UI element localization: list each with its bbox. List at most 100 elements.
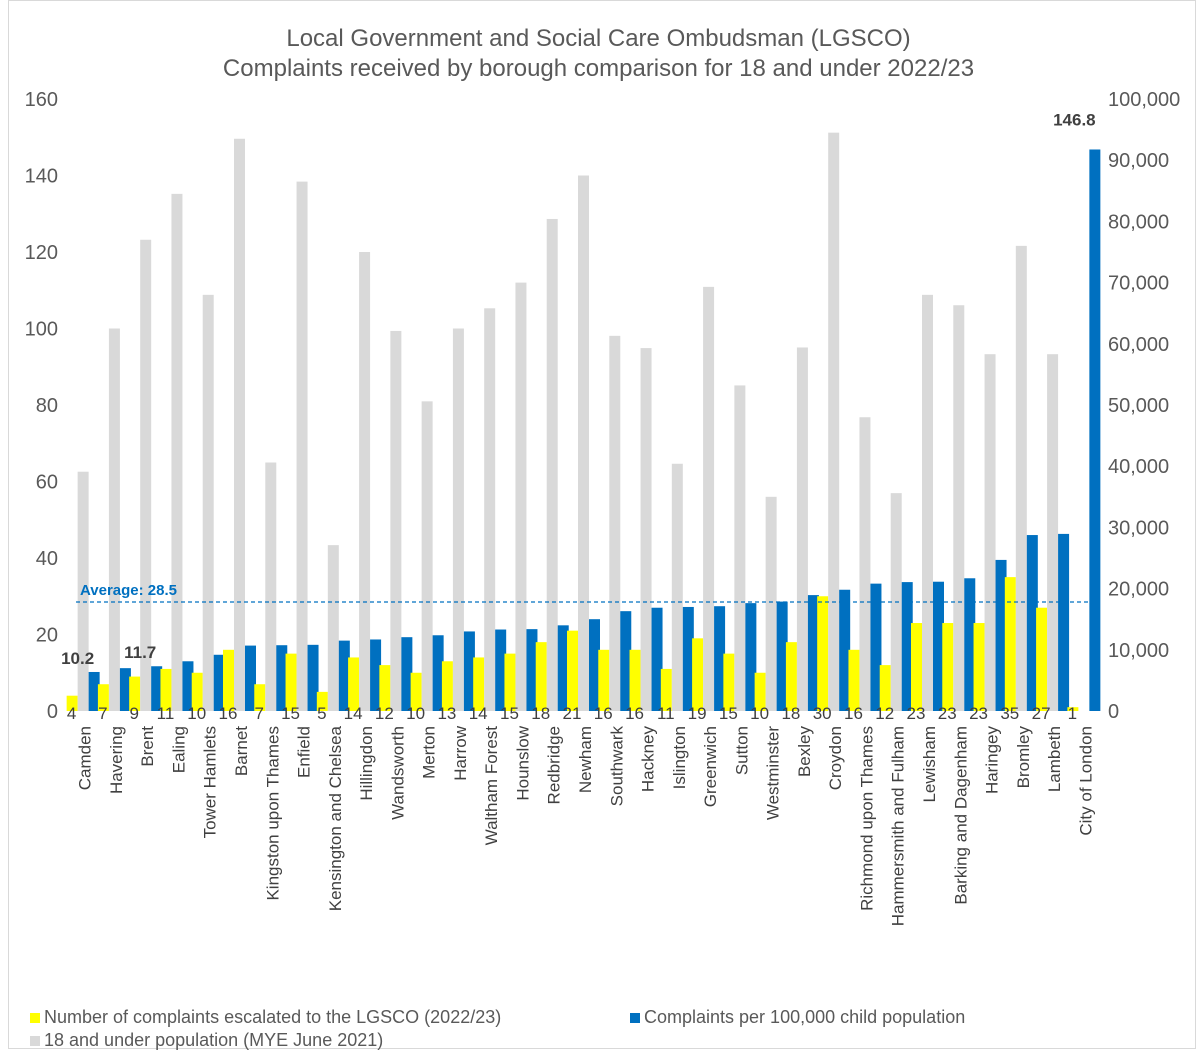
legend-label-complaints: Number of complaints escalated to the LG… xyxy=(44,1007,502,1027)
data-label-complaints-sutton: 15 xyxy=(719,704,738,723)
data-label-complaints-kensington-and-chelsea: 5 xyxy=(317,704,326,723)
bar-population-enfield xyxy=(296,181,308,711)
category-label-kensington-and-chelsea: Kensington and Chelsea xyxy=(326,725,345,911)
bar-rate-ealing xyxy=(182,661,194,711)
bar-population-hackney xyxy=(640,348,652,711)
bar-rate-merton xyxy=(432,635,444,711)
data-label-complaints-enfield: 15 xyxy=(281,704,300,723)
left-axis-tick-label: 80 xyxy=(36,395,58,417)
bar-rate-brent xyxy=(151,666,163,711)
right-axis-tick-label: 50,000 xyxy=(1108,395,1169,417)
category-label-bromley: Bromley xyxy=(1014,726,1033,789)
data-label-complaints-harrow: 13 xyxy=(437,704,456,723)
category-label-barking-and-dagenham: Barking and Dagenham xyxy=(951,726,970,905)
bar-population-kensington-and-chelsea xyxy=(327,545,339,711)
bar-population-newham xyxy=(578,175,589,711)
data-label-complaints-tower-hamlets: 10 xyxy=(187,704,206,723)
data-label-complaints-merton: 10 xyxy=(406,704,425,723)
bar-complaints-hackney xyxy=(629,649,641,711)
data-label-complaints-city-of-london: 1 xyxy=(1068,704,1077,723)
category-label-islington: Islington xyxy=(670,726,689,789)
bar-complaints-enfield xyxy=(285,653,297,711)
right-axis-tick-label: 10,000 xyxy=(1108,640,1169,662)
category-label-camden: Camden xyxy=(76,726,95,790)
bar-population-bromley xyxy=(1015,245,1027,711)
category-label-wandsworth: Wandsworth xyxy=(388,726,407,820)
bar-population-haringey xyxy=(984,354,996,711)
category-label-havering: Havering xyxy=(107,726,126,794)
left-axis-tick-label: 100 xyxy=(25,319,58,341)
bar-complaints-brent xyxy=(129,676,141,711)
bar-rate-hackney xyxy=(651,607,663,711)
bar-rate-croydon xyxy=(839,589,851,711)
data-label-complaints-richmond-upon-thames: 16 xyxy=(844,704,863,723)
bar-complaints-islington xyxy=(660,668,672,711)
bar-population-barking-and-dagenham xyxy=(953,305,965,711)
bar-complaints-southwark xyxy=(598,649,610,711)
bar-rate-southwark xyxy=(620,611,632,711)
bar-rate-hounslow xyxy=(526,629,538,711)
bar-rate-barnet xyxy=(245,645,256,711)
data-label-complaints-islington: 11 xyxy=(657,704,675,723)
bar-complaints-westminster xyxy=(754,672,766,711)
bar-population-brent xyxy=(140,239,152,711)
category-label-redbridge: Redbridge xyxy=(545,726,564,804)
data-label-complaints-bromley: 35 xyxy=(1000,704,1019,723)
data-label-complaints-camden: 4 xyxy=(67,704,76,723)
category-label-enfield: Enfield xyxy=(295,726,314,778)
bar-rate-lambeth xyxy=(1058,533,1070,711)
bar-complaints-kensington-and-chelsea xyxy=(316,691,328,711)
bar-rate-tower-hamlets xyxy=(213,654,225,711)
data-label-complaints-ealing: 11 xyxy=(157,704,175,723)
left-axis-tick-label: 60 xyxy=(36,472,58,494)
bar-rate-richmond-upon-thames xyxy=(870,583,882,711)
data-label-complaints-lewisham: 23 xyxy=(907,704,926,723)
bar-complaints-lambeth xyxy=(1036,607,1048,711)
right-axis-tick-label: 20,000 xyxy=(1108,579,1169,601)
bar-complaints-ealing xyxy=(160,668,172,711)
bar-rate-hillingdon xyxy=(370,639,382,711)
bar-rate-sutton xyxy=(745,603,757,711)
bar-population-richmond-upon-thames xyxy=(859,417,871,711)
left-axis-tick-label: 0 xyxy=(47,701,58,723)
bar-population-merton xyxy=(421,401,433,711)
right-axis-tick-label: 30,000 xyxy=(1108,517,1169,539)
category-label-greenwich: Greenwich xyxy=(701,726,720,807)
bar-population-bexley xyxy=(796,347,808,711)
category-label-southwark: Southwark xyxy=(607,726,626,807)
bar-population-camden xyxy=(77,471,89,711)
bar-complaints-croydon xyxy=(817,596,829,711)
right-axis-tick-label: 70,000 xyxy=(1108,273,1169,295)
bar-population-westminster xyxy=(765,496,777,711)
bar-population-lewisham xyxy=(922,294,933,711)
bar-rate-waltham-forest xyxy=(495,629,507,711)
bar-rate-havering xyxy=(119,668,131,711)
data-label-complaints-barking-and-dagenham: 23 xyxy=(938,704,957,723)
legend-label-population: 18 and under population (MYE June 2021) xyxy=(44,1030,384,1050)
bar-complaints-greenwich xyxy=(692,638,704,711)
bar-rate-barking-and-dagenham xyxy=(964,578,976,711)
bar-population-havering xyxy=(108,328,120,711)
bar-population-waltham-forest xyxy=(484,308,496,711)
left-axis-tick-label: 160 xyxy=(25,89,58,111)
data-label-complaints-greenwich: 19 xyxy=(688,704,707,723)
category-label-ealing: Ealing xyxy=(169,726,188,773)
data-label-complaints-hackney: 16 xyxy=(625,704,644,723)
bar-complaints-barnet xyxy=(223,649,234,711)
bar-complaints-barking-and-dagenham xyxy=(942,623,954,711)
bar-complaints-tower-hamlets xyxy=(191,672,203,711)
left-axis-tick-label: 120 xyxy=(25,242,58,264)
data-label-complaints-westminster: 10 xyxy=(750,704,769,723)
bar-population-southwark xyxy=(609,335,621,711)
bar-population-greenwich xyxy=(703,286,715,711)
category-label-barnet: Barnet xyxy=(232,726,251,776)
right-axis-tick-label: 100,000 xyxy=(1108,89,1180,111)
bar-population-hounslow xyxy=(515,282,527,711)
data-label-complaints-hounslow: 15 xyxy=(500,704,519,723)
category-label-richmond-upon-thames: Richmond upon Thames xyxy=(857,726,876,911)
legend-label-rate: Complaints per 100,000 child population xyxy=(644,1007,966,1027)
data-label-complaints-hammersmith-and-fulham: 12 xyxy=(875,704,894,723)
bar-complaints-wandsworth xyxy=(379,665,391,711)
bar-rate-lewisham xyxy=(933,581,944,711)
category-label-hammersmith-and-fulham: Hammersmith and Fulham xyxy=(889,726,908,926)
